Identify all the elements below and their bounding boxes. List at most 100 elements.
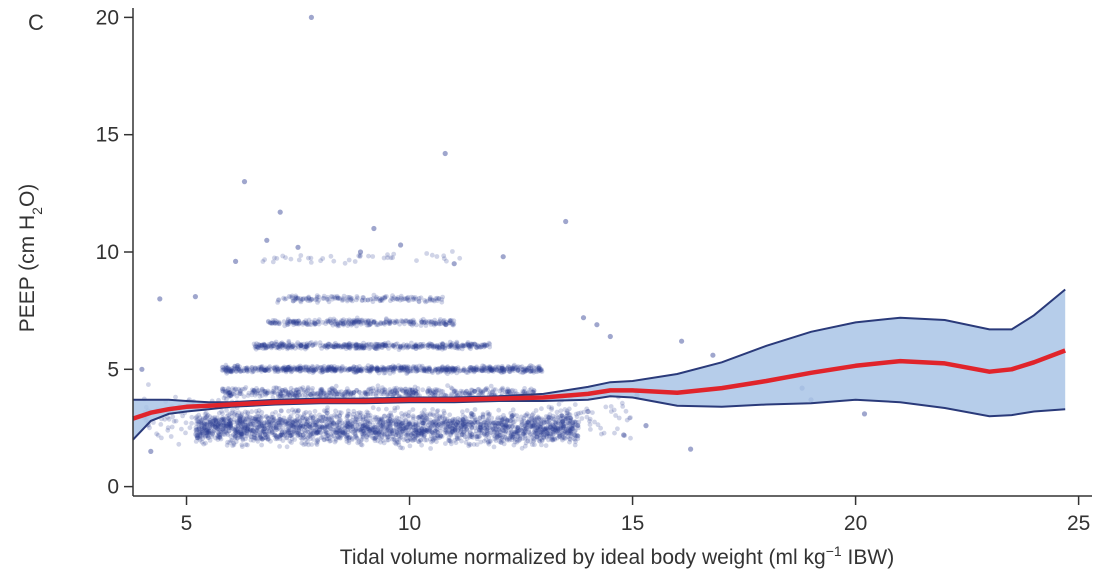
scatter-point <box>534 415 540 421</box>
scatter-point <box>412 422 418 427</box>
scatter-point <box>406 409 412 415</box>
scatter-point <box>348 297 354 303</box>
scatter-point <box>350 435 355 441</box>
scatter-point <box>209 421 215 427</box>
scatter-point <box>252 416 257 422</box>
scatter-point <box>347 425 352 430</box>
scatter-point <box>264 414 269 420</box>
scatter-point <box>303 441 309 447</box>
scatter-point <box>422 298 427 303</box>
scatter-point <box>513 429 519 435</box>
scatter-point <box>336 434 341 440</box>
scatter-point <box>262 257 267 262</box>
scatter-point <box>385 434 391 440</box>
scatter-point <box>359 426 365 432</box>
scatter-point <box>508 410 514 416</box>
scatter-point <box>544 433 550 438</box>
scatter-point <box>294 419 300 424</box>
scatter-point <box>323 414 329 419</box>
scatter-point <box>509 431 515 437</box>
scatter-point <box>197 433 203 439</box>
scatter-point <box>288 390 294 396</box>
scatter-point <box>288 294 294 300</box>
scatter-point <box>411 415 416 420</box>
scatter-point <box>419 425 425 431</box>
scatter-point <box>532 419 538 425</box>
scatter-point <box>380 438 386 443</box>
scatter-point <box>239 435 245 440</box>
scatter-point <box>439 434 445 439</box>
scatter-point <box>284 427 290 432</box>
scatter-point <box>488 368 494 374</box>
scatter-point <box>370 427 376 432</box>
scatter-point <box>376 425 382 431</box>
scatter-point <box>278 408 284 413</box>
scatter-point <box>499 435 504 441</box>
scatter-point <box>332 429 338 435</box>
scatter-point <box>318 258 323 264</box>
scatter-point <box>386 413 392 418</box>
scatter-point <box>290 417 295 423</box>
scatter-point <box>342 425 348 431</box>
scatter-point <box>452 425 458 431</box>
scatter-point <box>446 366 452 371</box>
scatter-point <box>367 432 372 437</box>
scatter-point <box>255 438 261 444</box>
scatter-point <box>537 433 543 439</box>
scatter-point <box>206 430 212 436</box>
scatter-point <box>486 413 491 418</box>
scatter-point <box>412 437 417 443</box>
scatter-point <box>295 389 301 395</box>
scatter-point <box>380 418 386 423</box>
scatter-point <box>432 425 438 431</box>
scatter-point <box>222 429 227 435</box>
scatter-point <box>229 414 235 419</box>
scatter-point <box>488 383 494 389</box>
scatter-point <box>567 419 573 424</box>
scatter-point <box>529 416 534 422</box>
scatter-point <box>557 434 563 440</box>
scatter-point <box>542 426 547 432</box>
scatter-point <box>243 423 249 428</box>
scatter-point <box>283 419 289 424</box>
scatter-point <box>223 426 229 431</box>
scatter-point <box>332 412 338 418</box>
scatter-point <box>407 421 412 426</box>
scatter-point <box>251 425 257 431</box>
scatter-point <box>408 432 414 437</box>
scatter-point <box>608 404 614 409</box>
scatter-point <box>242 426 247 432</box>
scatter-point <box>354 388 359 393</box>
scatter-point <box>419 420 425 425</box>
scatter-point <box>269 429 275 435</box>
scatter-point <box>559 433 565 438</box>
scatter-point <box>228 421 234 427</box>
scatter-point <box>228 423 234 428</box>
scatter-point <box>203 410 209 416</box>
scatter-point <box>397 423 403 429</box>
scatter-point <box>495 424 501 429</box>
scatter-point <box>567 436 573 441</box>
scatter-point <box>449 420 455 426</box>
scatter-point <box>387 431 393 436</box>
scatter-point <box>388 412 394 418</box>
scatter-point <box>228 423 233 429</box>
scatter-point <box>337 435 343 440</box>
scatter-point <box>553 427 559 433</box>
scatter-point <box>363 425 368 431</box>
scatter-point <box>475 419 480 425</box>
scatter-point <box>422 407 427 413</box>
scatter-point <box>508 421 514 427</box>
scatter-point <box>525 436 530 441</box>
scatter-point <box>260 437 265 442</box>
scatter-point <box>361 431 367 436</box>
scatter-point <box>504 422 510 428</box>
scatter-point <box>236 386 242 392</box>
scatter-point <box>222 418 227 424</box>
scatter-point <box>154 431 160 437</box>
scatter-point <box>195 435 201 441</box>
scatter-point <box>354 436 360 441</box>
scatter-point <box>291 424 297 430</box>
scatter-point <box>390 434 396 440</box>
scatter-point <box>519 422 524 428</box>
